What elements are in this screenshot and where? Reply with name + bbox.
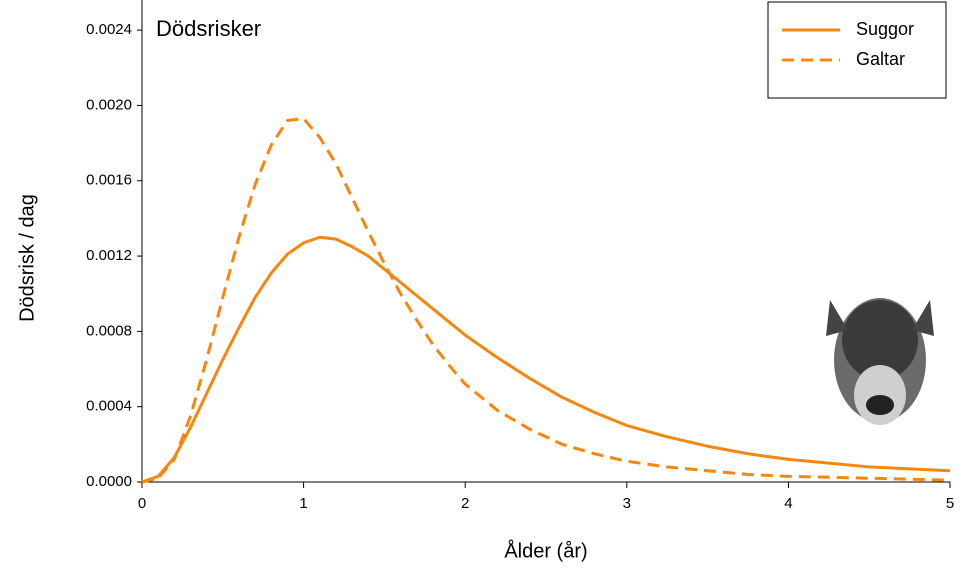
legend-label: Suggor (856, 19, 914, 39)
y-tick-label: 0.0020 (86, 96, 132, 113)
series-line (141, 235, 951, 484)
x-axis-label: Ålder (år) (504, 539, 587, 562)
y-tick-label: 0.0000 (86, 473, 132, 490)
y-tick-label: 0.0012 (86, 247, 132, 264)
legend-label: Galtar (856, 49, 905, 69)
x-tick-label: 5 (946, 495, 954, 512)
y-tick-label: 0.0004 (86, 398, 132, 415)
y-tick-label: 0.0008 (86, 322, 132, 339)
x-tick-label: 0 (138, 495, 146, 512)
chart-title: Dödsrisker (156, 16, 261, 41)
series-line (141, 117, 951, 484)
legend-box (767, 1, 947, 99)
x-tick-label: 4 (784, 495, 792, 512)
y-axis-label: Dödsrisk / dag (16, 194, 38, 322)
x-tick-label: 2 (461, 495, 469, 512)
y-tick-label: 0.0024 (86, 21, 132, 38)
x-tick-label: 1 (299, 495, 307, 512)
x-tick-label: 3 (623, 495, 631, 512)
boar-illustration (826, 298, 934, 425)
y-tick-label: 0.0016 (86, 172, 132, 189)
